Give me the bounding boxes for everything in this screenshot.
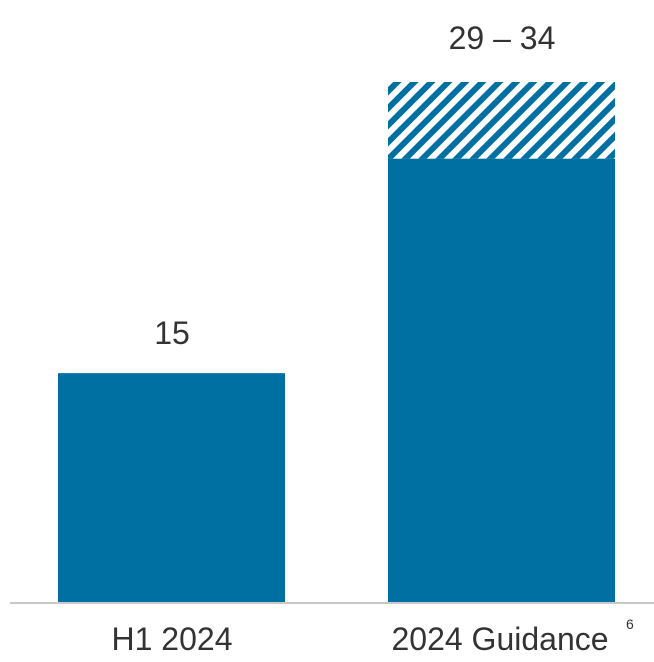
bars-group bbox=[58, 82, 615, 603]
category-label-h1-2024: H1 2024 bbox=[112, 621, 233, 657]
data-label-h1-2024: 15 bbox=[154, 315, 190, 351]
bar-h1-2024-segment bbox=[58, 373, 285, 603]
data-label-2024-guidance: 29 – 34 bbox=[449, 20, 556, 56]
footnote-marker: 6 bbox=[626, 616, 634, 632]
bar-2024-guidance-segment bbox=[388, 158, 615, 603]
category-label-2024-guidance: 2024 Guidance bbox=[391, 621, 608, 657]
bar-2024-guidance-range-segment bbox=[388, 82, 615, 159]
